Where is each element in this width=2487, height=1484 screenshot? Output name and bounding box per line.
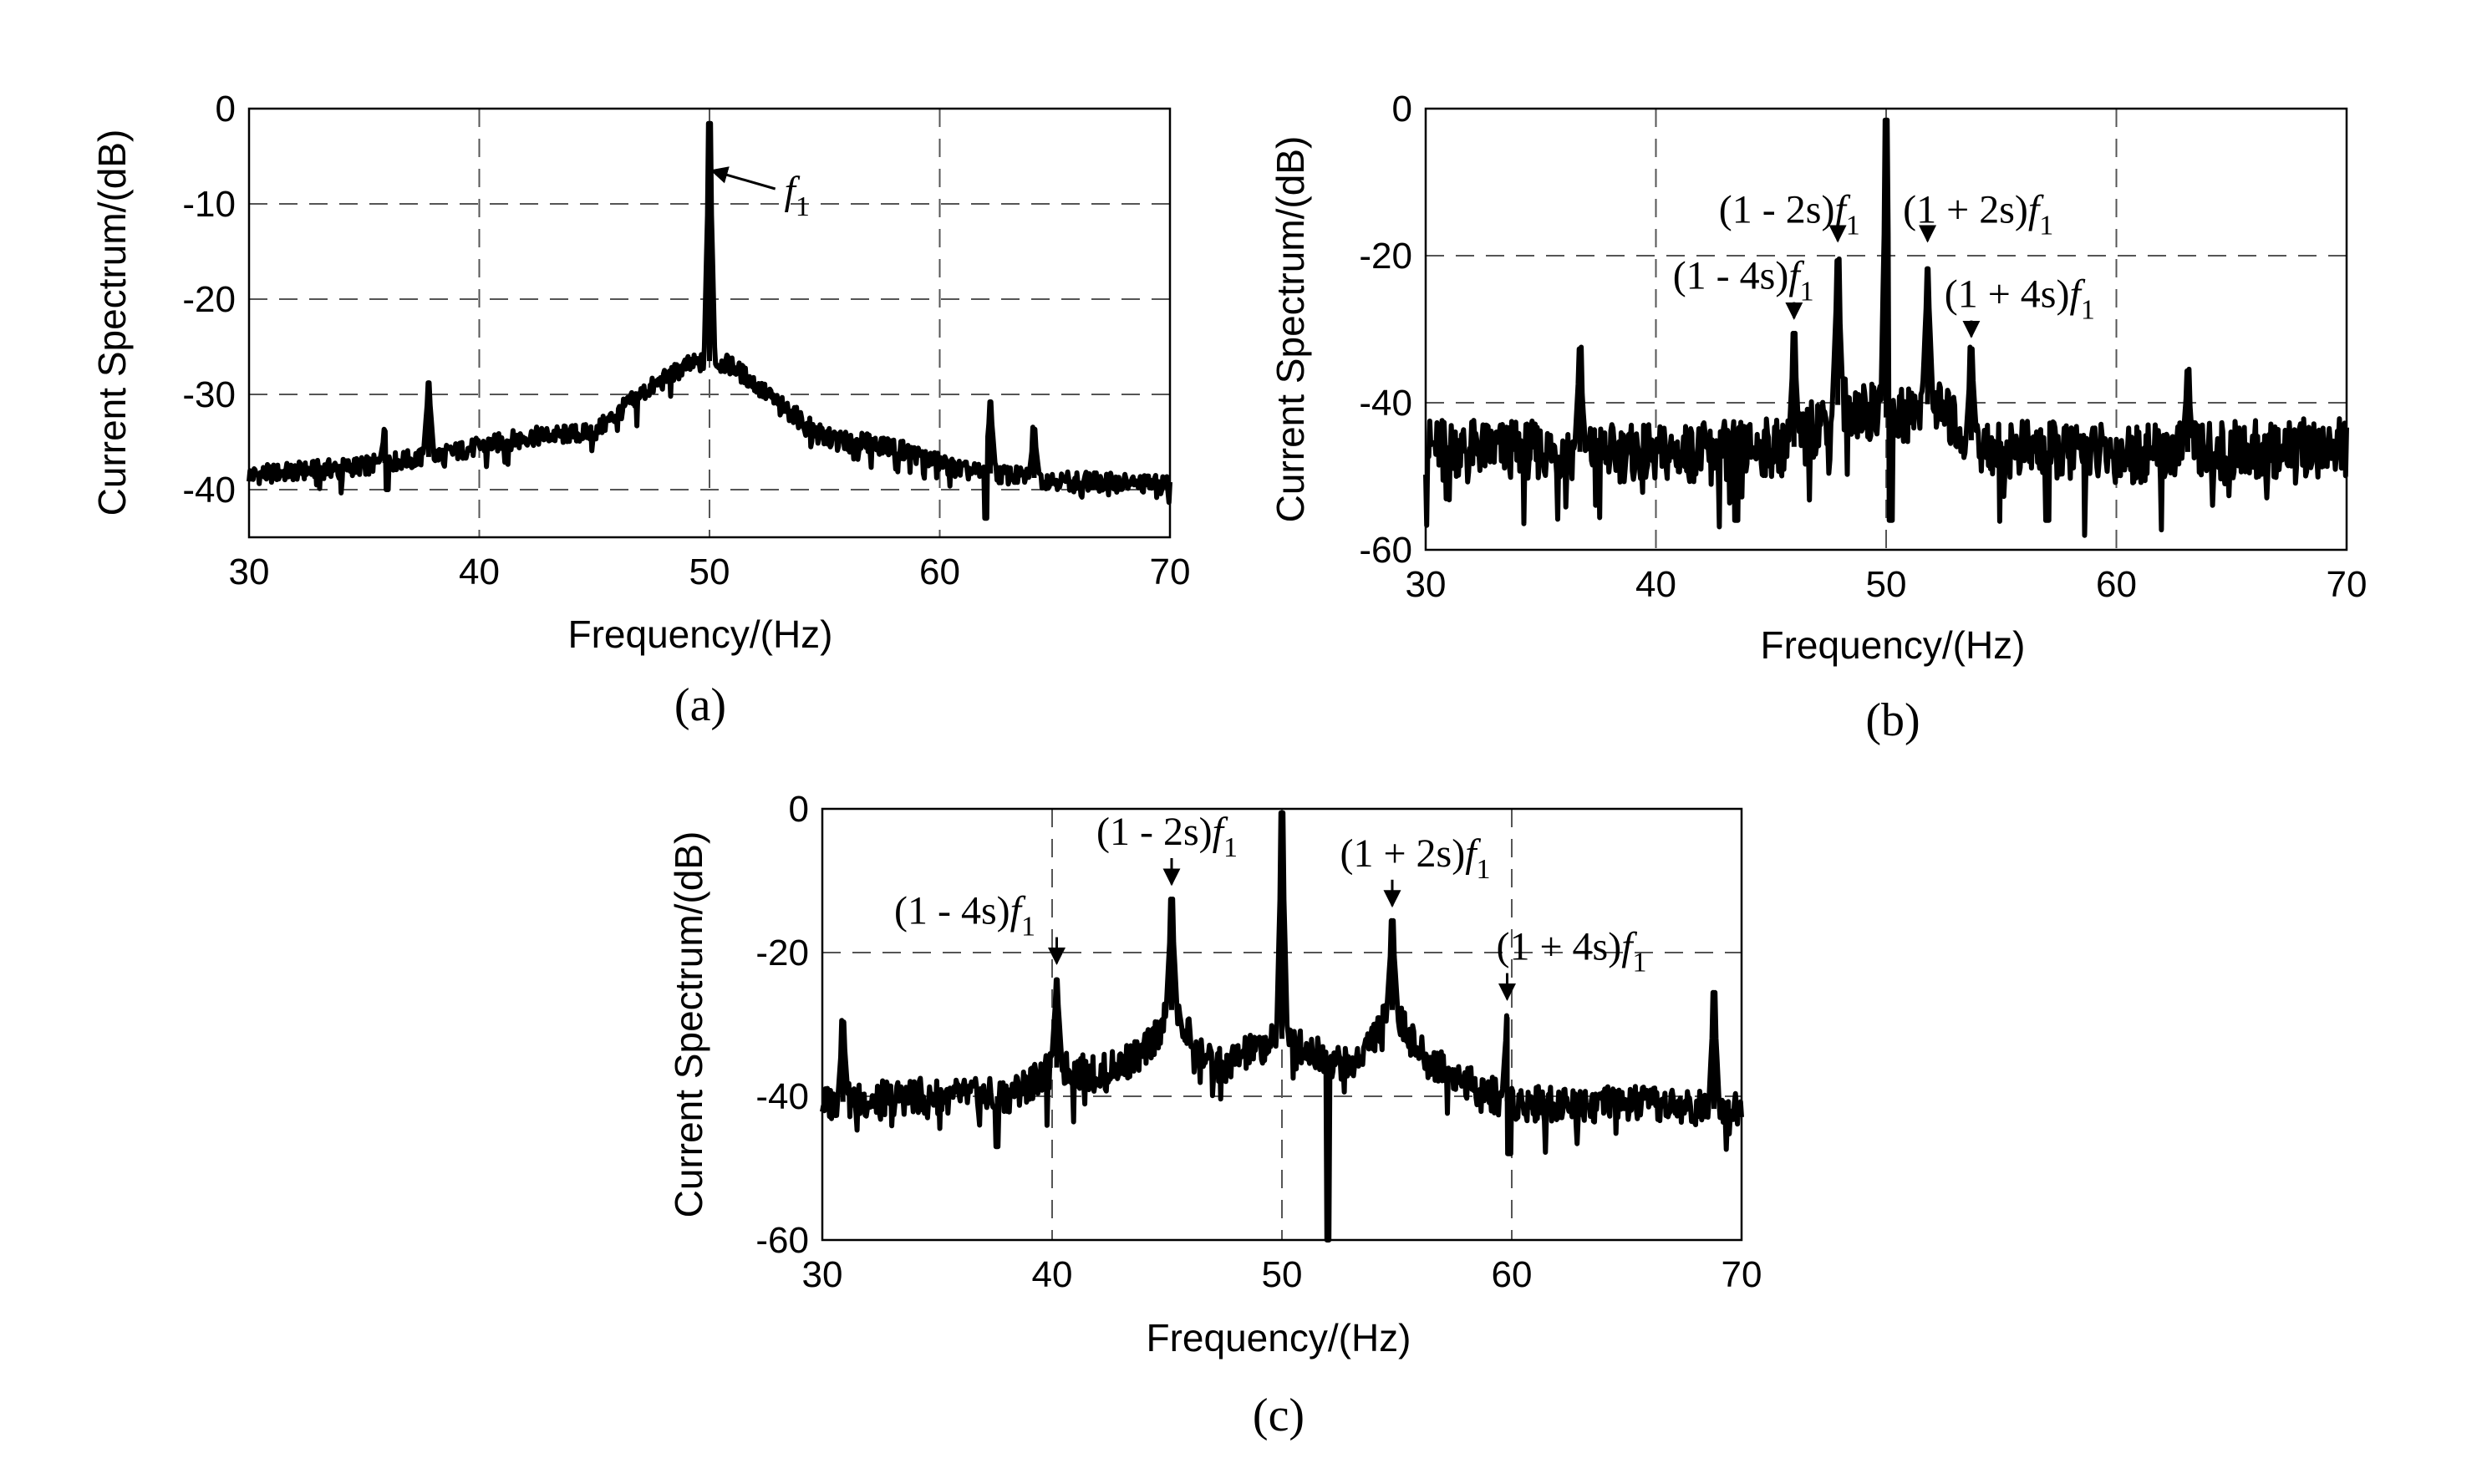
y-tick-label: -40 xyxy=(1359,383,1412,424)
annotation-label: (1 - 2s)f1 xyxy=(1096,810,1238,863)
x-tick-label: 70 xyxy=(2327,564,2367,605)
annotation-label: (1 + 4s)f1 xyxy=(1496,925,1646,978)
x-tick-label: 50 xyxy=(689,551,730,592)
annotation-label: (1 - 4s)f1 xyxy=(1673,254,1814,307)
x-tick-label: 30 xyxy=(1406,564,1447,605)
plot-frame xyxy=(247,107,1172,539)
annotation-factor: (1 + 4s) xyxy=(1945,272,2070,317)
plot-frame xyxy=(1424,107,2348,551)
y-tick-label: -20 xyxy=(182,279,236,320)
y-tick-label: -60 xyxy=(755,1220,809,1261)
x-axis-label: Frequency/(Hz) xyxy=(1761,623,2026,667)
x-tick-label: 60 xyxy=(1492,1254,1533,1295)
panel-caption: (a) xyxy=(674,679,726,731)
x-tick-label: 30 xyxy=(802,1254,843,1295)
annotation-label: (1 + 4s)f1 xyxy=(1945,272,2095,326)
annotation-subscript: 1 xyxy=(2039,210,2053,241)
x-axis-label: Frequency/(Hz) xyxy=(568,612,833,656)
y-axis-label: Current Spectrum/(dB) xyxy=(667,831,710,1218)
annotation-label: (1 + 2s)f1 xyxy=(1340,831,1490,885)
x-tick-label: 70 xyxy=(1150,551,1191,592)
annotation-factor: (1 - 4s) xyxy=(894,889,1010,933)
annotation-factor: (1 - 2s) xyxy=(1096,810,1213,854)
annotation-subscript: 1 xyxy=(1633,948,1647,978)
annotation-subscript: 1 xyxy=(1846,210,1860,241)
y-axis-label: Current Spectrum/(dB) xyxy=(1269,136,1312,523)
panel-caption: (c) xyxy=(1253,1390,1305,1441)
x-tick-label: 50 xyxy=(1866,564,1907,605)
y-tick-label: -40 xyxy=(182,470,236,511)
panel-caption: (b) xyxy=(1865,694,1920,746)
y-tick-label: -10 xyxy=(182,184,236,225)
y-tick-label: -20 xyxy=(1359,236,1412,277)
annotation-subscript: 1 xyxy=(1800,277,1814,307)
y-tick-label: -30 xyxy=(182,374,236,415)
panel-b: 30 40 50 60 70 0 -20 -40 -60 Frequency/(Hz) Curren… xyxy=(1269,89,2367,746)
panel-c: 30 40 50 60 70 0 -20 -40 -60 Frequency/(Hz) Curren… xyxy=(667,789,1762,1441)
annotation-factor: (1 + 2s) xyxy=(1903,187,2028,231)
x-tick-label: 40 xyxy=(1635,564,1676,605)
x-tick-label: 40 xyxy=(459,551,500,592)
x-tick-label: 30 xyxy=(229,551,270,592)
plot-frame xyxy=(821,807,1743,1242)
annotation-factor: (1 + 2s) xyxy=(1340,831,1465,876)
y-tick-label: -20 xyxy=(755,933,809,973)
y-tick-label: -40 xyxy=(755,1076,809,1117)
annotation-factor: (1 - 4s) xyxy=(1673,254,1789,298)
annotation-subscript: 1 xyxy=(1477,854,1491,885)
annotation-subscript: 1 xyxy=(796,191,810,222)
annotation-label: (1 - 2s)f1 xyxy=(1719,187,1860,241)
x-tick-label: 60 xyxy=(2096,564,2137,605)
annotation-factor: (1 - 2s) xyxy=(1719,187,1835,231)
x-tick-label: 40 xyxy=(1032,1254,1073,1295)
y-tick-label: 0 xyxy=(789,789,809,830)
x-tick-label: 60 xyxy=(919,551,960,592)
y-tick-label: -60 xyxy=(1359,530,1412,571)
y-tick-label: 0 xyxy=(216,89,236,130)
annotation-subscript: 1 xyxy=(1021,912,1035,943)
x-axis-label: Frequency/(Hz) xyxy=(1147,1316,1411,1359)
annotation-subscript: 1 xyxy=(2081,295,2095,326)
annotation-label: f1 xyxy=(785,169,810,222)
annotation-subscript: 1 xyxy=(1223,832,1238,863)
y-axis-label: Current Spectrum/(dB) xyxy=(90,130,134,516)
y-tick-label: 0 xyxy=(1392,89,1412,130)
annotation-label: (1 - 4s)f1 xyxy=(894,889,1035,943)
annotation-arrow xyxy=(709,166,776,191)
annotation-label: (1 + 2s)f1 xyxy=(1903,187,2053,241)
panel-a: 30 40 50 60 70 0 -10 -20 -30 -40 Frequency/(Hz) Cur… xyxy=(90,89,1190,731)
annotation-factor: (1 + 4s) xyxy=(1496,925,1621,969)
x-tick-label: 70 xyxy=(1722,1254,1762,1295)
x-tick-label: 50 xyxy=(1262,1254,1303,1295)
